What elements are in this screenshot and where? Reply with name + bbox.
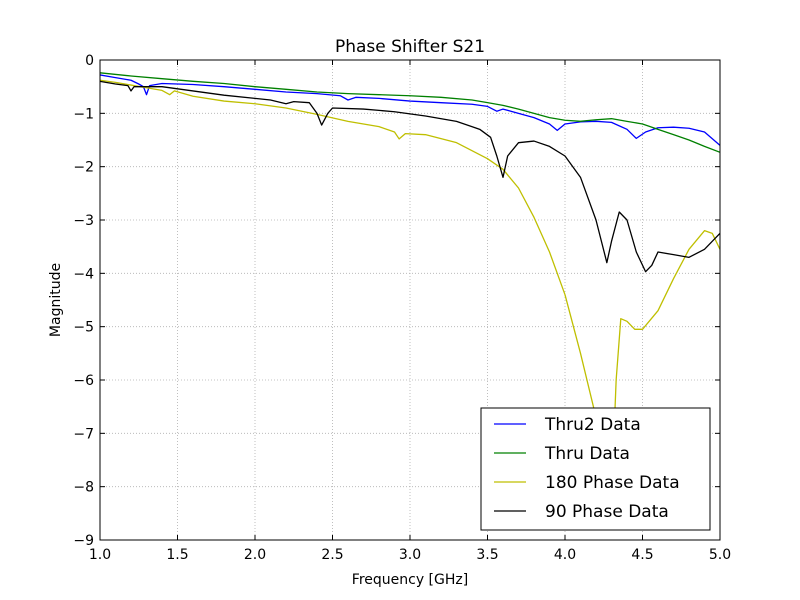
y-tick-label: −9 bbox=[73, 533, 94, 549]
series-group bbox=[100, 72, 720, 498]
y-tick-label: −4 bbox=[73, 266, 94, 282]
legend: Thru2 Data Thru Data 180 Phase Data 90 Phas… bbox=[480, 407, 711, 531]
x-tick-label: 4.5 bbox=[631, 547, 653, 563]
x-tick-label: 3.0 bbox=[399, 547, 421, 563]
legend-entry-label: Thru Data bbox=[544, 444, 630, 464]
y-tick-label: −1 bbox=[73, 106, 94, 122]
legend-box bbox=[480, 407, 711, 531]
chart-title: Phase Shifter S21 bbox=[335, 37, 485, 57]
series-line-2 bbox=[100, 79, 720, 498]
ticks: 1.0 1.5 2.0 2.5 3.0 3.5 4.0 4.5 5.0 0 −1 −2 −3 −4 −5 −6… bbox=[73, 53, 731, 563]
y-tick-label: −3 bbox=[73, 213, 94, 229]
y-tick-label: −8 bbox=[73, 480, 94, 496]
legend-entry-label: 180 Phase Data bbox=[545, 473, 680, 493]
y-tick-label: −7 bbox=[73, 426, 94, 442]
series-line-0 bbox=[100, 74, 720, 146]
legend-entry-label: 90 Phase Data bbox=[545, 502, 669, 522]
x-tick-label: 1.5 bbox=[166, 547, 188, 563]
y-tick-label: −5 bbox=[73, 320, 94, 336]
x-tick-label: 2.5 bbox=[321, 547, 343, 563]
y-tick-label: −2 bbox=[73, 160, 94, 176]
x-tick-label: 1.0 bbox=[89, 547, 111, 563]
x-tick-label: 5.0 bbox=[709, 547, 731, 563]
x-tick-label: 3.5 bbox=[476, 547, 498, 563]
x-axis-label: Frequency [GHz] bbox=[352, 572, 468, 588]
y-tick-label: −6 bbox=[73, 373, 94, 389]
series-line-1 bbox=[100, 72, 720, 153]
legend-entry-label: Thru2 Data bbox=[544, 415, 641, 435]
y-axis-label: Magnitude bbox=[48, 263, 64, 337]
x-tick-label: 4.0 bbox=[554, 547, 576, 563]
y-tick-label: 0 bbox=[85, 53, 94, 69]
x-tick-label: 2.0 bbox=[244, 547, 266, 563]
series-line-3 bbox=[100, 80, 720, 273]
